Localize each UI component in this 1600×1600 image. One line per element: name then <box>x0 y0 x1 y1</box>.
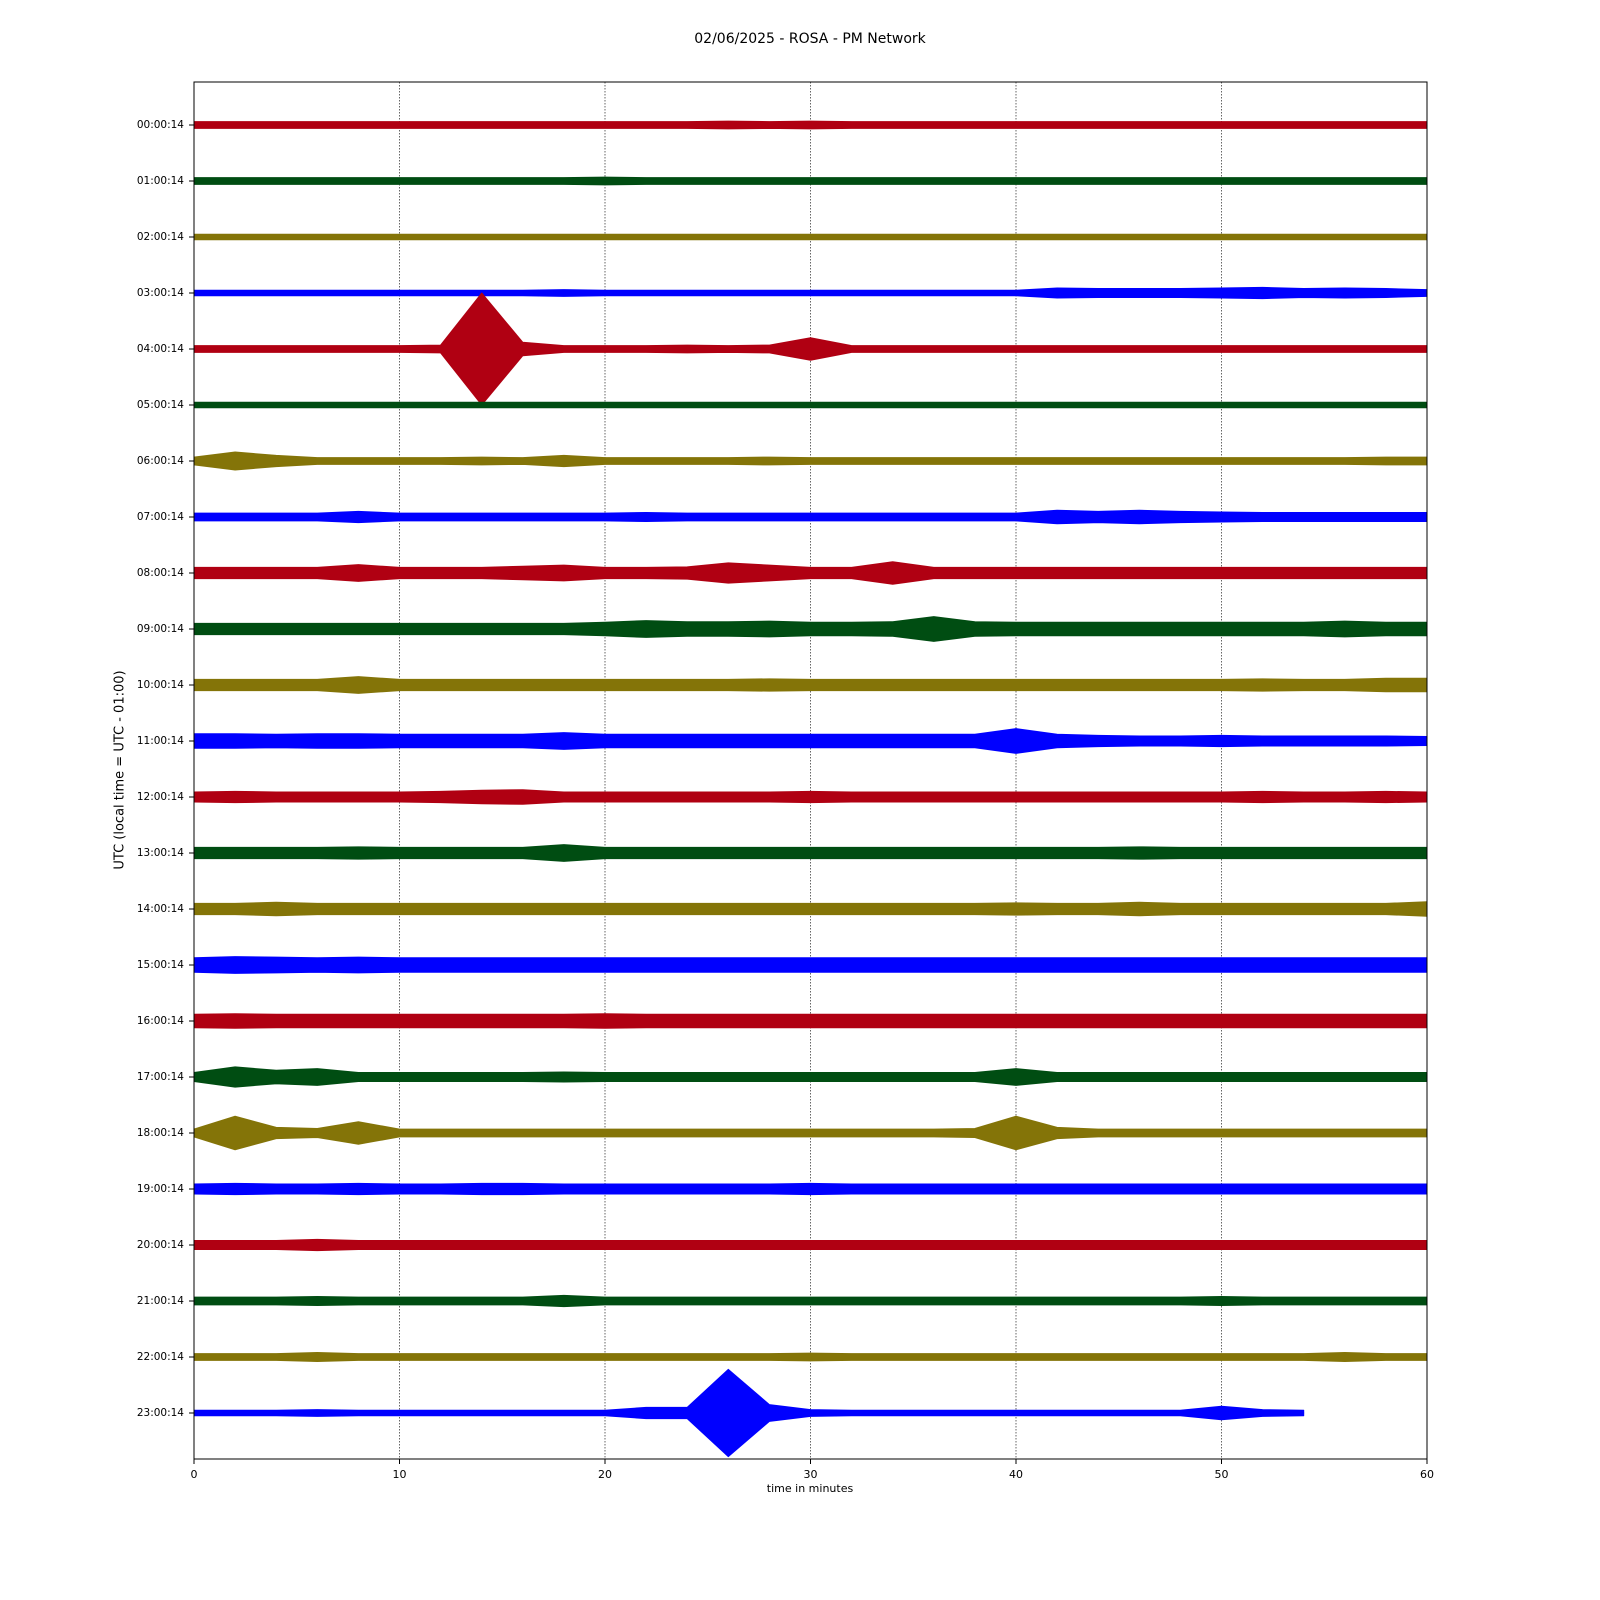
trace <box>193 676 1428 686</box>
y-tick-label: 12:00:14 <box>137 791 184 803</box>
x-tick-label: 60 <box>1420 1468 1434 1481</box>
y-tick-label: 16:00:14 <box>137 1015 184 1027</box>
trace <box>193 451 1428 462</box>
y-tick-label: 06:00:14 <box>137 455 184 467</box>
x-tick-label: 30 <box>804 1468 818 1481</box>
trace <box>193 796 1428 805</box>
trace <box>193 404 1428 409</box>
trace <box>193 852 1428 862</box>
y-tick-label: 02:00:14 <box>137 231 184 243</box>
trace <box>193 1294 1428 1302</box>
y-tick-label: 00:00:14 <box>137 119 184 131</box>
trace <box>193 572 1428 585</box>
trace <box>193 176 1428 182</box>
trace <box>193 401 1428 406</box>
y-tick-label: 22:00:14 <box>137 1351 184 1363</box>
y-tick-label: 03:00:14 <box>137 287 184 299</box>
trace <box>193 516 1428 525</box>
trace <box>193 1244 1428 1252</box>
trace <box>193 616 1428 630</box>
trace <box>193 740 1428 754</box>
y-tick-label: 04:00:14 <box>137 343 184 355</box>
y-tick-label: 09:00:14 <box>137 623 184 635</box>
y-tick-label: 19:00:14 <box>137 1183 184 1195</box>
y-tick-label: 01:00:14 <box>137 175 184 187</box>
trace <box>193 728 1428 742</box>
trace <box>193 1238 1428 1246</box>
y-tick-label: 23:00:14 <box>137 1407 184 1419</box>
trace <box>193 844 1428 854</box>
trace <box>193 233 1428 238</box>
trace <box>193 292 1428 350</box>
y-tick-label: 10:00:14 <box>137 679 184 691</box>
trace <box>193 236 1428 241</box>
y-tick-label: 11:00:14 <box>137 735 184 747</box>
trace <box>193 1132 1428 1151</box>
y-tick-label: 07:00:14 <box>137 511 184 523</box>
trace <box>193 1182 1428 1190</box>
y-tick-label: 18:00:14 <box>137 1127 184 1139</box>
trace <box>193 1412 1305 1458</box>
trace <box>193 348 1428 406</box>
y-tick-label: 17:00:14 <box>137 1071 184 1083</box>
trace <box>193 1188 1428 1196</box>
trace <box>193 1076 1428 1088</box>
y-tick-label: 08:00:14 <box>137 567 184 579</box>
trace <box>193 292 1428 300</box>
y-tick-label: 13:00:14 <box>137 847 184 859</box>
y-axis-label: UTC (local time = UTC - 01:00) <box>113 670 128 869</box>
x-tick-label: 20 <box>598 1468 612 1481</box>
y-tick-label: 14:00:14 <box>137 903 184 915</box>
trace <box>193 901 1428 910</box>
trace <box>193 628 1428 642</box>
trace <box>193 956 1428 966</box>
trace <box>193 286 1428 294</box>
x-tick-label: 40 <box>1009 1468 1023 1481</box>
trace <box>193 964 1428 974</box>
y-tick-label: 15:00:14 <box>137 959 184 971</box>
trace <box>193 1013 1428 1022</box>
trace <box>193 1300 1428 1308</box>
trace <box>193 1356 1428 1362</box>
trace <box>193 1115 1428 1134</box>
trace <box>193 1368 1305 1414</box>
trace <box>193 1066 1428 1078</box>
x-axis-label: time in minutes <box>767 1482 854 1495</box>
traces <box>193 120 1428 1458</box>
trace <box>193 120 1428 126</box>
trace <box>193 509 1428 518</box>
trace <box>193 180 1428 186</box>
y-tick-label: 20:00:14 <box>137 1239 184 1251</box>
labels: 0 10 20 30 40 50 60 00:00:14 01:00:14 02:00:14 03:… <box>137 119 1434 1481</box>
y-tick-label: 21:00:14 <box>137 1295 184 1307</box>
trace <box>193 684 1428 694</box>
trace <box>193 460 1428 471</box>
x-tick-label: 50 <box>1215 1468 1229 1481</box>
y-tick-label: 05:00:14 <box>137 399 184 411</box>
x-tick-label: 10 <box>393 1468 407 1481</box>
trace <box>193 124 1428 130</box>
trace <box>193 789 1428 798</box>
trace <box>193 1352 1428 1358</box>
trace <box>193 561 1428 574</box>
x-tick-label: 0 <box>191 1468 198 1481</box>
chart-title: 02/06/2025 - ROSA - PM Network <box>694 31 926 47</box>
trace <box>193 908 1428 917</box>
trace <box>193 1020 1428 1029</box>
